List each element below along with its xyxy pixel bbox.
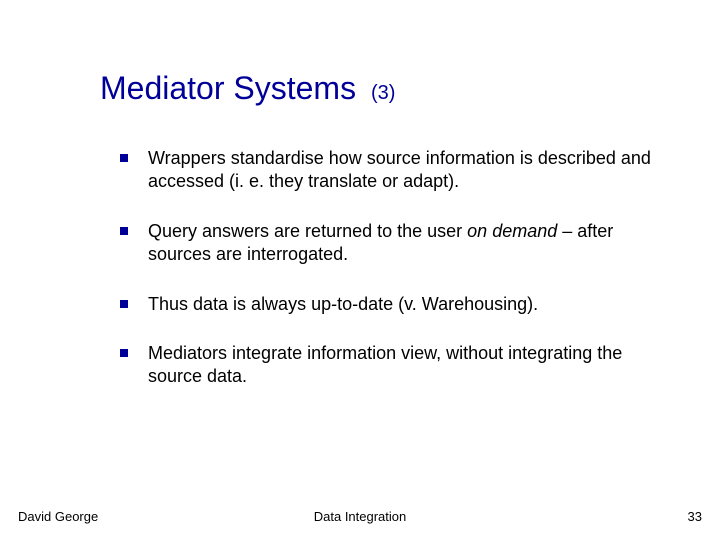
- title-sub: (3): [371, 82, 395, 104]
- slide: Mediator Systems (3) Wrappers standardis…: [0, 0, 720, 540]
- bullet-item: Query answers are returned to the user o…: [148, 220, 660, 267]
- bullet-item: Mediators integrate information view, wi…: [148, 342, 660, 389]
- bullet-list: Wrappers standardise how source informat…: [100, 147, 660, 389]
- square-bullet-icon: [120, 349, 128, 357]
- footer-page-number: 33: [688, 509, 702, 524]
- bullet-text-pre: Query answers are returned to the user: [148, 221, 467, 241]
- bullet-item: Wrappers standardise how source informat…: [148, 147, 660, 194]
- footer-title: Data Integration: [314, 509, 407, 524]
- bullet-item: Thus data is always up-to-date (v. Wareh…: [148, 293, 660, 316]
- bullet-text: Mediators integrate information view, wi…: [148, 343, 622, 386]
- square-bullet-icon: [120, 300, 128, 308]
- bullet-text-italic: on demand: [467, 221, 557, 241]
- footer-author: David George: [18, 509, 98, 524]
- square-bullet-icon: [120, 154, 128, 162]
- title-main: Mediator Systems: [100, 70, 356, 106]
- bullet-text: Thus data is always up-to-date (v. Wareh…: [148, 294, 538, 314]
- bullet-text: Wrappers standardise how source informat…: [148, 148, 651, 191]
- square-bullet-icon: [120, 227, 128, 235]
- slide-title: Mediator Systems (3): [100, 70, 660, 107]
